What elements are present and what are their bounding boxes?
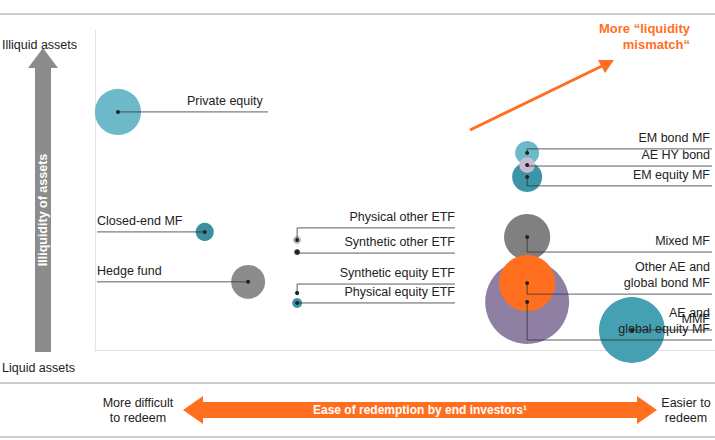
svg-text:Private equity: Private equity	[187, 94, 263, 108]
svg-text:redeem: redeem	[665, 411, 707, 425]
svg-text:Closed-end MF: Closed-end MF	[97, 214, 183, 228]
svg-text:Other AE and: Other AE and	[635, 260, 710, 274]
svg-text:Mixed MF: Mixed MF	[655, 234, 710, 248]
svg-text:to redeem: to redeem	[110, 411, 166, 425]
svg-text:Illiquidity of assets: Illiquidity of assets	[36, 154, 50, 267]
svg-text:AE HY bond: AE HY bond	[641, 148, 710, 162]
svg-text:MMF: MMF	[682, 312, 711, 326]
svg-text:global bond MF: global bond MF	[624, 276, 711, 290]
svg-text:global equity MF: global equity MF	[618, 322, 710, 336]
svg-text:Ease of redemption by end inve: Ease of redemption by end investors¹	[313, 403, 527, 417]
svg-text:mismatch“: mismatch“	[623, 37, 690, 52]
svg-text:More difficult: More difficult	[103, 396, 174, 410]
svg-text:EM equity MF: EM equity MF	[633, 168, 710, 182]
svg-text:Physical other ETF: Physical other ETF	[349, 210, 455, 224]
svg-text:EM bond MF: EM bond MF	[638, 131, 710, 145]
svg-text:More “liquidity: More “liquidity	[599, 21, 691, 36]
svg-text:Physical equity ETF: Physical equity ETF	[345, 285, 456, 299]
svg-text:Illiquid assets: Illiquid assets	[2, 38, 77, 52]
svg-text:Liquid assets: Liquid assets	[2, 361, 75, 375]
svg-text:Easier to: Easier to	[661, 396, 710, 410]
svg-text:Synthetic other ETF: Synthetic other ETF	[345, 235, 456, 249]
svg-text:Synthetic equity ETF: Synthetic equity ETF	[340, 266, 456, 280]
svg-text:Hedge fund: Hedge fund	[97, 264, 162, 278]
